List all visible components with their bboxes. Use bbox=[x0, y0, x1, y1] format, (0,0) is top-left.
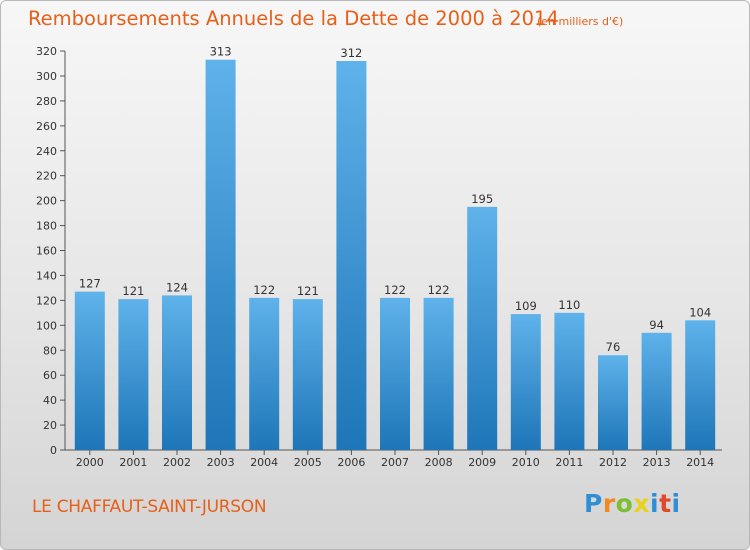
x-tick-label: 2001 bbox=[119, 456, 147, 469]
x-tick-label: 2006 bbox=[337, 456, 365, 469]
chart-subtitle: (en milliers d'€) bbox=[537, 15, 624, 28]
bar-value-label: 195 bbox=[471, 192, 493, 206]
bar-value-label: 313 bbox=[210, 45, 232, 59]
y-tick-label: 220 bbox=[36, 170, 57, 183]
bar bbox=[598, 355, 628, 450]
x-tick-label: 2005 bbox=[294, 456, 322, 469]
x-tick-label: 2004 bbox=[250, 456, 278, 469]
bar-value-label: 121 bbox=[122, 284, 144, 298]
bar bbox=[467, 206, 498, 450]
y-tick-label: 20 bbox=[43, 419, 57, 432]
y-tick-label: 60 bbox=[43, 369, 57, 382]
proxiti-logo: Proxiti bbox=[584, 489, 681, 518]
x-tick-label: 2014 bbox=[686, 456, 714, 469]
chart-bars: 127 121 124 313 122 121 312 122 122 195 109 110 76 94… bbox=[74, 45, 716, 451]
bar-value-label: 127 bbox=[79, 277, 101, 291]
bar-value-label: 124 bbox=[166, 280, 188, 294]
y-tick-label: 0 bbox=[50, 444, 57, 457]
y-tick-label: 320 bbox=[36, 45, 57, 58]
bar-value-label: 122 bbox=[428, 283, 450, 297]
x-tick-label: 2011 bbox=[555, 456, 583, 469]
bar bbox=[641, 332, 672, 450]
bar bbox=[249, 297, 280, 450]
y-tick-label: 200 bbox=[36, 195, 57, 208]
bar bbox=[423, 297, 454, 450]
bar-value-label: 122 bbox=[253, 283, 275, 297]
y-tick-label: 140 bbox=[36, 269, 57, 282]
y-tick-label: 100 bbox=[36, 319, 57, 332]
bar bbox=[554, 312, 585, 450]
y-tick-label: 260 bbox=[36, 120, 57, 133]
bar-value-label: 121 bbox=[297, 284, 319, 298]
bar bbox=[292, 299, 323, 450]
bar-value-label: 94 bbox=[649, 318, 664, 332]
bar bbox=[336, 60, 367, 450]
bar-value-label: 104 bbox=[689, 305, 711, 319]
bar bbox=[118, 299, 149, 450]
y-tick-label: 240 bbox=[36, 145, 57, 158]
y-tick-label: 80 bbox=[43, 344, 57, 357]
bar bbox=[162, 295, 192, 450]
bar bbox=[380, 297, 410, 450]
x-tick-label: 2009 bbox=[468, 456, 496, 469]
y-tick-label: 40 bbox=[43, 394, 57, 407]
x-tick-label: 2010 bbox=[512, 456, 540, 469]
x-tick-label: 2003 bbox=[207, 456, 235, 469]
x-tick-label: 2007 bbox=[381, 456, 409, 469]
y-tick-label: 180 bbox=[36, 220, 57, 233]
bar bbox=[74, 291, 105, 450]
bar bbox=[510, 314, 541, 450]
bar bbox=[205, 59, 236, 451]
bar-value-label: 312 bbox=[340, 46, 362, 60]
x-tick-label: 2012 bbox=[599, 456, 627, 469]
x-tick-label: 2008 bbox=[425, 456, 453, 469]
bar-value-label: 76 bbox=[606, 340, 621, 354]
x-tick-label: 2013 bbox=[643, 456, 671, 469]
y-tick-label: 160 bbox=[36, 245, 57, 258]
y-tick-label: 280 bbox=[36, 95, 57, 108]
x-tick-label: 2000 bbox=[76, 456, 104, 469]
place-name: LE CHAFFAUT-SAINT-JURSON bbox=[32, 497, 267, 517]
y-tick-label: 300 bbox=[36, 70, 57, 83]
bar-value-label: 109 bbox=[515, 299, 537, 313]
chart-title: Remboursements Annuels de la Dette de 20… bbox=[28, 7, 559, 30]
bar-value-label: 122 bbox=[384, 283, 406, 297]
x-tick-label: 2002 bbox=[163, 456, 191, 469]
bar bbox=[685, 320, 716, 450]
y-tick-label: 120 bbox=[36, 294, 57, 307]
bar-value-label: 110 bbox=[558, 298, 580, 312]
